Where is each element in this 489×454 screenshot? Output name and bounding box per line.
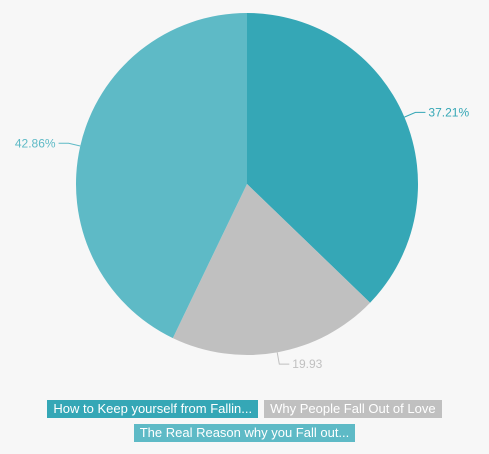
- legend-row-2: The Real Reason why you Fall out...: [0, 424, 489, 442]
- pie-slice-real-reason[interactable]: [76, 13, 247, 339]
- slice-label-keep-yourself: 37.21%: [428, 105, 469, 119]
- slice-label-real-reason: 42.86%: [15, 136, 56, 150]
- slice-label-fall-out-of-love: 19.93: [292, 357, 322, 371]
- pie-slice-fall-out-of-love[interactable]: [172, 184, 371, 355]
- leader-line-real-reason: [58, 142, 81, 147]
- legend-item-real-reason[interactable]: The Real Reason why you Fall out...: [133, 424, 356, 442]
- leader-line-fall-out-of-love: [276, 352, 290, 365]
- pie-slice-keep-yourself[interactable]: [247, 13, 419, 303]
- legend-item-keep-yourself[interactable]: How to Keep yourself from Fallin...: [47, 400, 259, 418]
- leader-line-keep-yourself: [404, 111, 426, 118]
- legend-row-1: How to Keep yourself from Fallin... Why …: [0, 400, 489, 418]
- legend-item-fall-out-of-love[interactable]: Why People Fall Out of Love: [264, 400, 442, 418]
